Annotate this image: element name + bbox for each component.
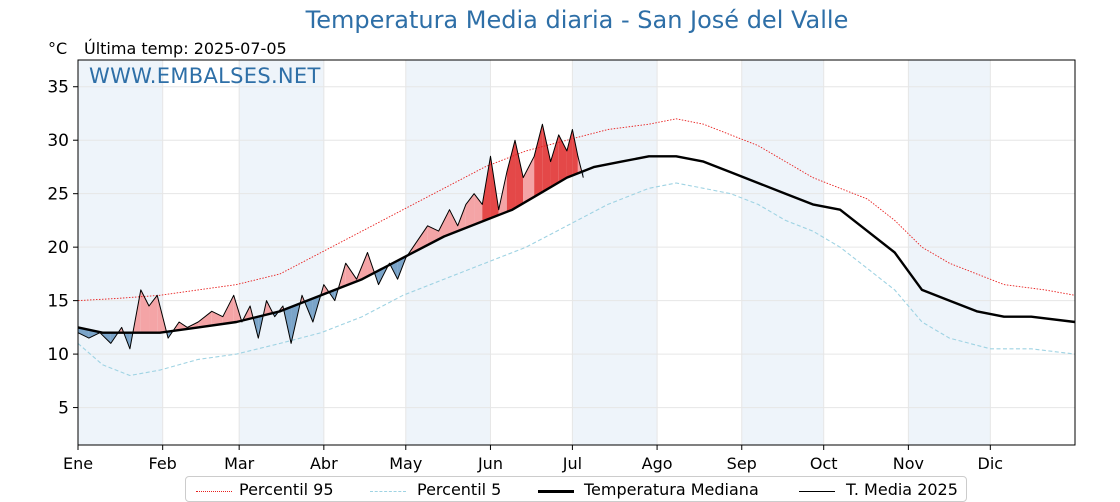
x-tick-label: Feb bbox=[149, 454, 177, 473]
y-tick-label: 10 bbox=[47, 345, 69, 365]
legend-label-2025: T. Media 2025 bbox=[846, 480, 958, 499]
legend-label-p95: Percentil 95 bbox=[239, 480, 334, 499]
legend-label-median: Temperatura Mediana bbox=[584, 480, 759, 499]
x-tick-label: Mar bbox=[224, 454, 255, 473]
x-tick-label: Ene bbox=[63, 454, 93, 473]
x-tick-label: Jul bbox=[562, 454, 582, 473]
anomaly-above-fill bbox=[542, 124, 550, 192]
month-band bbox=[406, 60, 491, 445]
anomaly-above-fill bbox=[507, 140, 515, 212]
x-tick-label: Ago bbox=[642, 454, 673, 473]
y-tick-label: 20 bbox=[47, 238, 69, 258]
legend-swatch-median bbox=[538, 490, 574, 493]
x-tick-label: Dic bbox=[978, 454, 1004, 473]
y-tick-label: 5 bbox=[58, 399, 69, 419]
legend-swatch-p95 bbox=[196, 491, 232, 492]
x-tick-label: Oct bbox=[810, 454, 838, 473]
month-band bbox=[742, 60, 824, 445]
y-tick-label: 15 bbox=[47, 292, 69, 312]
anomaly-above-fill bbox=[523, 156, 534, 203]
legend-label-p5: Percentil 5 bbox=[417, 480, 501, 499]
anomaly-above-fill bbox=[551, 135, 559, 187]
x-tick-label: Nov bbox=[893, 454, 924, 473]
x-tick-label: May bbox=[389, 454, 422, 473]
x-tick-label: Sep bbox=[727, 454, 757, 473]
legend: Percentil 95 Percentil 5 Temperatura Med… bbox=[185, 476, 967, 502]
month-band bbox=[78, 60, 163, 445]
legend-swatch-p5 bbox=[370, 491, 406, 492]
x-tick-label: Abr bbox=[310, 454, 338, 473]
anomaly-above-fill bbox=[534, 124, 542, 197]
month-band bbox=[572, 60, 657, 445]
y-tick-label: 35 bbox=[47, 78, 69, 98]
month-band bbox=[908, 60, 990, 445]
month-band bbox=[239, 60, 324, 445]
watermark: WWW.EMBALSES.NET bbox=[89, 64, 321, 88]
legend-swatch-2025 bbox=[799, 491, 835, 492]
y-tick-label: 25 bbox=[47, 185, 69, 205]
y-tick-label: 30 bbox=[47, 131, 69, 151]
x-tick-label: Jun bbox=[477, 454, 503, 473]
anomaly-above-fill bbox=[567, 130, 572, 178]
